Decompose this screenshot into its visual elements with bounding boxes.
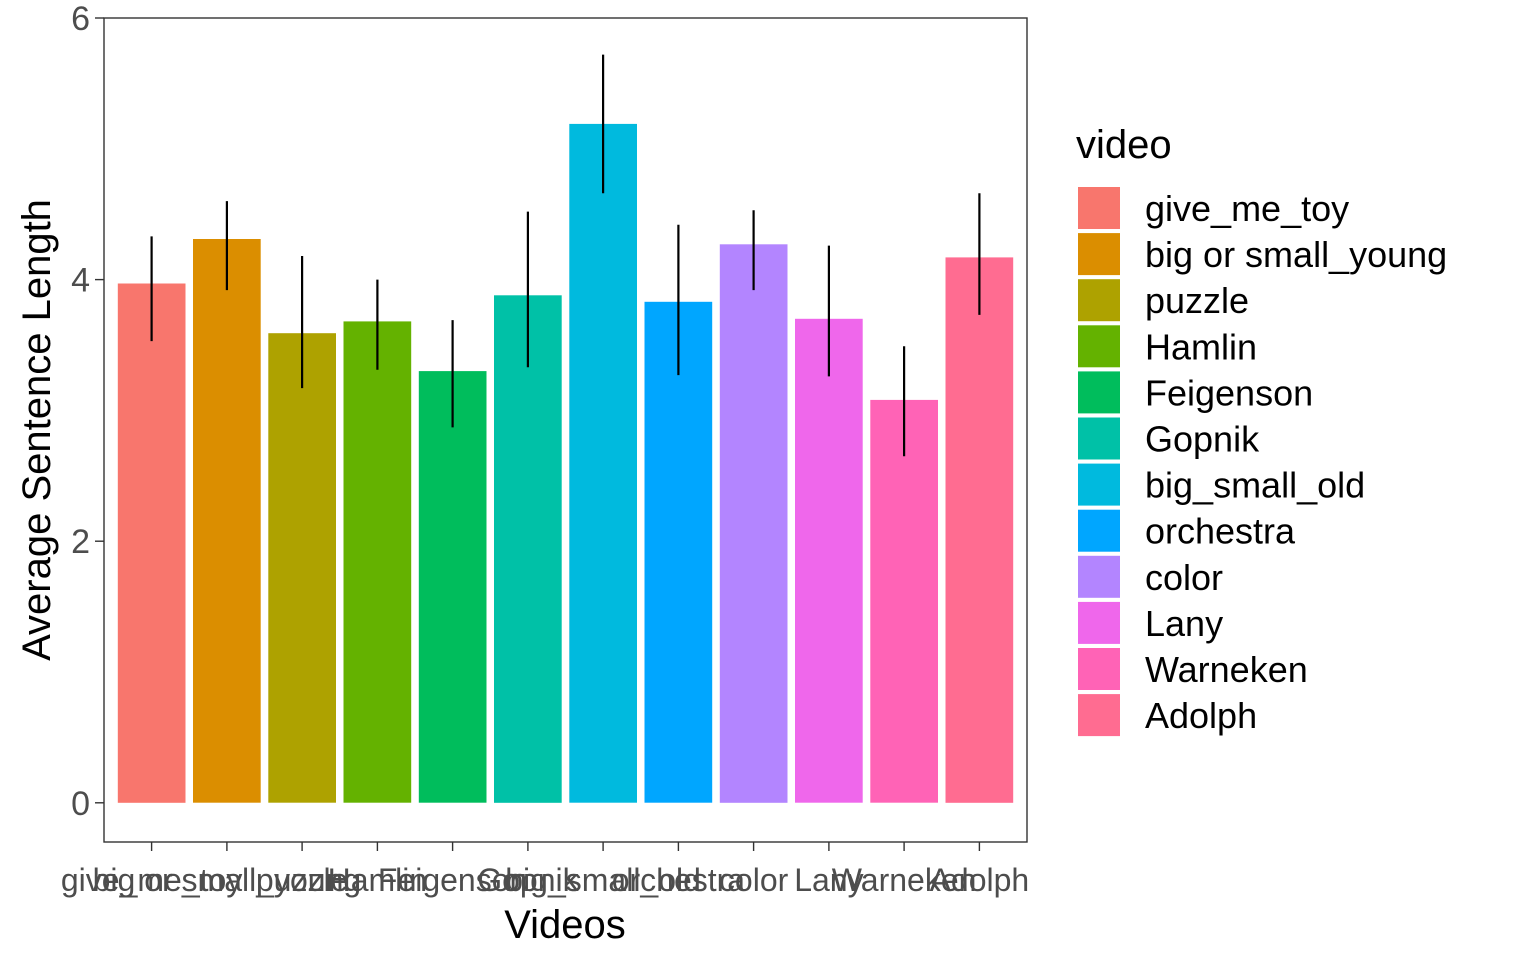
x-tick-label: puzzle bbox=[256, 862, 349, 898]
legend-key bbox=[1078, 555, 1120, 598]
bars-group bbox=[117, 123, 1014, 803]
legend-key bbox=[1078, 233, 1120, 276]
y-tick-label: 2 bbox=[71, 523, 90, 561]
bar bbox=[569, 123, 637, 803]
bar bbox=[343, 321, 412, 803]
x-tick-label: Hamlin bbox=[328, 862, 428, 898]
error-bars-group bbox=[150, 54, 981, 457]
x-tick-label: Adolph bbox=[930, 862, 1030, 898]
bar bbox=[418, 371, 487, 803]
legend-label: Lany bbox=[1145, 603, 1223, 644]
legend-label: Adolph bbox=[1145, 695, 1257, 736]
legend-key bbox=[1078, 187, 1120, 229]
legend-label: orchestra bbox=[1145, 511, 1296, 552]
x-tick-label: big_small_old bbox=[505, 862, 701, 898]
legend-label: puzzle bbox=[1145, 280, 1249, 321]
y-tick-label: 0 bbox=[71, 785, 90, 823]
legend-title: video bbox=[1076, 123, 1172, 167]
y-tick-label: 6 bbox=[71, 0, 90, 38]
bar bbox=[795, 318, 863, 803]
legend-key bbox=[1078, 509, 1120, 552]
legend-label: big_small_old bbox=[1145, 465, 1365, 506]
x-tick-label: Feigenson bbox=[378, 862, 527, 898]
legend-key bbox=[1078, 463, 1120, 506]
bar bbox=[870, 399, 938, 803]
legend-key bbox=[1078, 279, 1120, 322]
x-tick-label: color bbox=[719, 862, 789, 898]
x-tick-label: give_me_toy bbox=[61, 862, 242, 898]
bar bbox=[193, 239, 261, 803]
x-tick-label: Warneken bbox=[832, 862, 977, 898]
legend-key bbox=[1078, 371, 1120, 414]
y-axis: 0 2 4 6 bbox=[71, 0, 104, 823]
legend-label: Gopnik bbox=[1145, 419, 1260, 460]
legend-label: color bbox=[1145, 557, 1223, 598]
legend-label: give_me_toy bbox=[1145, 188, 1349, 229]
legend-label: Warneken bbox=[1145, 649, 1308, 690]
legend-label: Feigenson bbox=[1145, 372, 1313, 413]
y-axis-title: Average Sentence Length bbox=[15, 199, 59, 661]
bar bbox=[945, 257, 1014, 803]
x-tick-label: big or small_young bbox=[93, 862, 362, 898]
y-tick-label: 4 bbox=[71, 262, 90, 300]
legend-label: Hamlin bbox=[1145, 326, 1257, 367]
x-tick-label: Gopnik bbox=[477, 862, 579, 898]
bar bbox=[268, 333, 336, 803]
legend-key bbox=[1078, 601, 1120, 644]
x-tick-label: Lany bbox=[794, 862, 863, 898]
legend-label: big or small_young bbox=[1145, 234, 1447, 275]
x-axis-title: Videos bbox=[504, 903, 626, 947]
legend-key bbox=[1078, 325, 1120, 368]
bar bbox=[494, 295, 562, 803]
legend-key bbox=[1078, 648, 1120, 690]
x-tick-label: orchestra bbox=[612, 862, 746, 898]
bar bbox=[117, 283, 186, 803]
legend-key bbox=[1078, 417, 1120, 460]
legend-key bbox=[1078, 694, 1120, 737]
bar bbox=[719, 244, 788, 803]
bar bbox=[644, 301, 713, 803]
